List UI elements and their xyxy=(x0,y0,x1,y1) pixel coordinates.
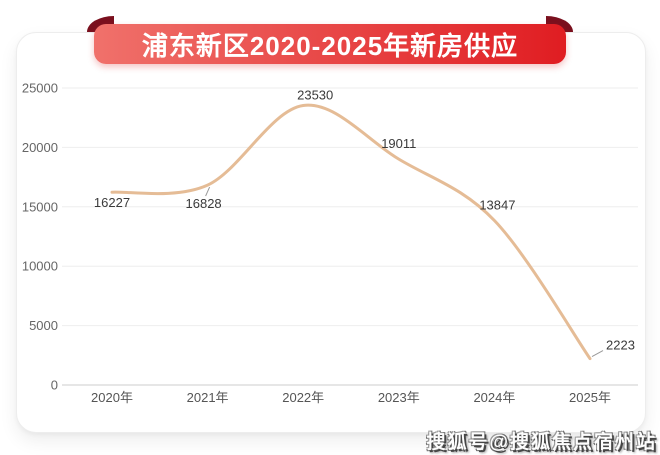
y-axis-tick-label: 5000 xyxy=(29,318,58,333)
y-axis-tick-label: 0 xyxy=(51,378,58,393)
x-axis-tick-label: 2021年 xyxy=(187,390,229,405)
y-axis-tick-label: 10000 xyxy=(22,259,58,274)
data-label: 23530 xyxy=(297,88,333,103)
x-axis-tick-label: 2020年 xyxy=(91,390,133,405)
x-axis-tick-label: 2022年 xyxy=(282,390,324,405)
data-label-leader-line xyxy=(205,186,211,197)
watermark: 搜狐号@搜狐焦点宿州站 xyxy=(426,432,657,453)
x-axis-tick-label: 2024年 xyxy=(473,390,515,405)
data-label: 2223 xyxy=(606,338,635,353)
data-label: 13847 xyxy=(479,198,515,213)
chart-card xyxy=(16,32,646,433)
data-label: 16828 xyxy=(186,196,222,211)
x-axis-tick-label: 2023年 xyxy=(378,390,420,405)
y-axis-tick-label: 20000 xyxy=(22,140,58,155)
y-axis-tick-label: 25000 xyxy=(22,81,58,96)
data-label-leader-line xyxy=(591,350,604,358)
y-axis-tick-label: 15000 xyxy=(22,199,58,214)
data-label: 19011 xyxy=(381,136,416,151)
series-line xyxy=(110,103,592,361)
data-label: 16227 xyxy=(94,195,130,210)
x-axis-tick-label: 2025年 xyxy=(569,390,611,405)
